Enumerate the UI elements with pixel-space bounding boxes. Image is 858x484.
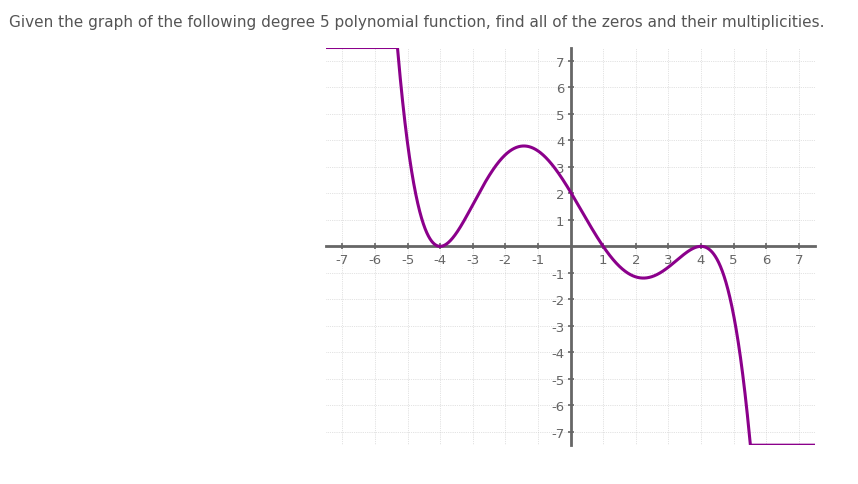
Text: Given the graph of the following degree 5 polynomial function, find all of the z: Given the graph of the following degree … [9, 15, 824, 30]
